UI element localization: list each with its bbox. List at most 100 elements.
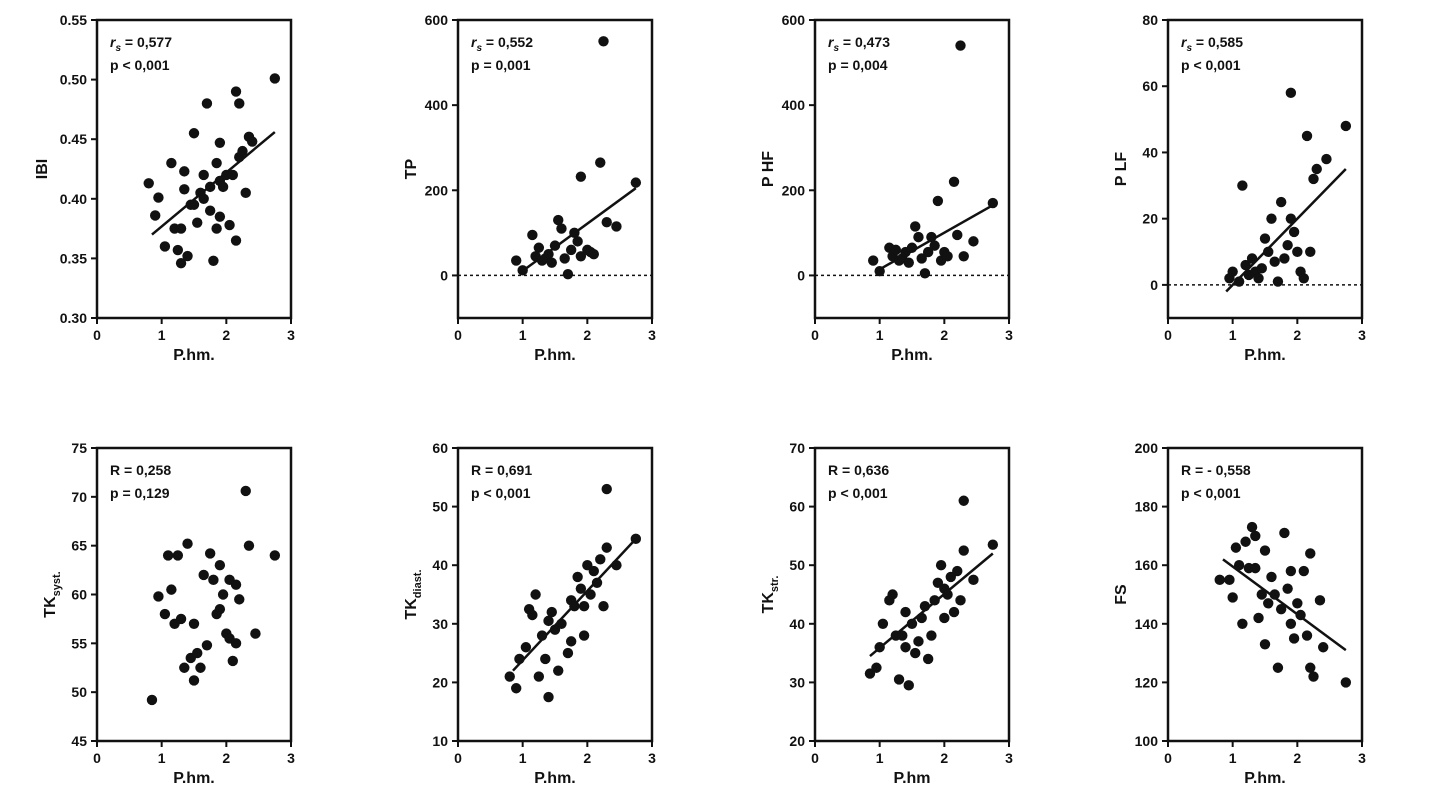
data-point <box>234 594 245 605</box>
data-point <box>204 205 216 216</box>
data-point <box>1285 87 1297 99</box>
stat-symbol: R <box>471 462 481 478</box>
data-point <box>201 98 213 109</box>
y-tick-label: 30 <box>789 674 805 690</box>
x-tick-label: 3 <box>1005 750 1013 766</box>
data-point <box>230 86 242 97</box>
y-axis-label: P LF <box>1113 152 1130 187</box>
data-point <box>1285 213 1297 224</box>
x-tick-label: 0 <box>454 327 462 343</box>
y-axis-label-main: TK <box>760 592 777 614</box>
data-point <box>1269 589 1280 600</box>
y-tick-label: 180 <box>1135 499 1159 515</box>
data-point <box>1253 612 1264 624</box>
y-tick-label: 20 <box>432 674 448 690</box>
stat-symbol-subscript: s <box>1186 43 1192 54</box>
data-point <box>214 560 226 571</box>
stat-value: = 0,577 <box>121 34 172 50</box>
data-point <box>1282 239 1293 251</box>
plot-frame <box>813 18 1011 320</box>
y-axis-label: FS <box>1113 584 1130 605</box>
y-tick-label: 0.40 <box>60 191 87 207</box>
data-point <box>630 177 642 188</box>
y-axis-label-subscript: diast. <box>412 569 424 598</box>
y-axis-label-main: TP <box>403 158 420 179</box>
data-point <box>166 584 177 595</box>
data-point <box>987 539 999 550</box>
data-point <box>1279 527 1290 539</box>
data-point <box>942 589 953 600</box>
data-point <box>1233 560 1245 571</box>
stat-symbol-subscript: s <box>476 43 482 54</box>
data-point <box>1275 196 1287 208</box>
data-point <box>1295 609 1306 621</box>
data-point <box>1308 671 1319 682</box>
y-tick-label: 140 <box>1135 616 1159 632</box>
data-point <box>575 171 587 182</box>
stat-symbol: R <box>828 462 838 478</box>
data-point <box>1233 276 1245 287</box>
data-point <box>906 618 918 629</box>
data-point <box>1259 545 1271 556</box>
x-axis-label: P.hm. <box>534 347 576 364</box>
y-tick-label: 70 <box>71 489 87 505</box>
x-tick-label: 0 <box>93 750 101 766</box>
data-point <box>211 223 222 234</box>
x-axis-label: P.hm. <box>173 347 215 364</box>
data-point <box>1275 603 1287 615</box>
data-point <box>182 538 193 549</box>
data-point <box>514 653 525 665</box>
data-point <box>572 236 583 247</box>
data-point <box>877 618 889 629</box>
data-point <box>188 675 200 686</box>
data-point <box>234 98 245 109</box>
data-point <box>601 217 612 228</box>
y-tick-label: 50 <box>789 557 805 573</box>
y-axis-label: TKsyst. <box>42 571 63 617</box>
data-point <box>1285 565 1297 577</box>
stat-symbol-subscript: s <box>115 43 121 54</box>
data-point <box>214 137 226 148</box>
data-point <box>565 636 577 647</box>
data-point <box>159 608 171 620</box>
data-point <box>1250 562 1261 574</box>
data-point <box>1246 521 1258 533</box>
data-point <box>611 560 622 571</box>
y-tick-label: 40 <box>789 616 805 632</box>
x-axis-label: P.hm. <box>1244 770 1286 787</box>
data-point <box>533 671 545 682</box>
y-tick-label: 400 <box>425 97 449 113</box>
data-point <box>932 195 944 207</box>
y-tick-label: 100 <box>1135 733 1159 749</box>
data-point <box>179 166 190 177</box>
x-tick-label: 2 <box>222 750 230 766</box>
stat-coefficient: rs = 0,585 <box>1181 34 1243 54</box>
data-point <box>1266 571 1277 583</box>
data-point <box>1256 263 1267 274</box>
y-tick-label: 60 <box>432 440 448 456</box>
data-point <box>598 36 609 47</box>
regression-line <box>1222 558 1347 652</box>
data-point <box>1305 662 1316 673</box>
data-point <box>527 229 538 241</box>
data-point <box>540 653 551 665</box>
data-point <box>179 662 190 673</box>
data-point <box>204 548 216 559</box>
data-point <box>1340 677 1352 688</box>
data-point <box>553 214 564 226</box>
x-tick-label: 1 <box>519 750 527 766</box>
data-point <box>926 231 937 243</box>
data-point <box>217 589 229 600</box>
x-tick-label: 1 <box>158 327 166 343</box>
p-value: p = 0,004 <box>828 57 888 73</box>
data-point <box>1250 530 1261 542</box>
data-point <box>926 630 937 641</box>
data-point <box>893 674 905 685</box>
data-point <box>1279 253 1290 264</box>
data-point <box>175 257 187 269</box>
p-value: p = 0,129 <box>110 485 170 501</box>
data-point <box>598 601 609 612</box>
data-point <box>939 612 950 624</box>
y-axis-label: P HF <box>760 151 777 187</box>
data-point <box>887 589 898 600</box>
